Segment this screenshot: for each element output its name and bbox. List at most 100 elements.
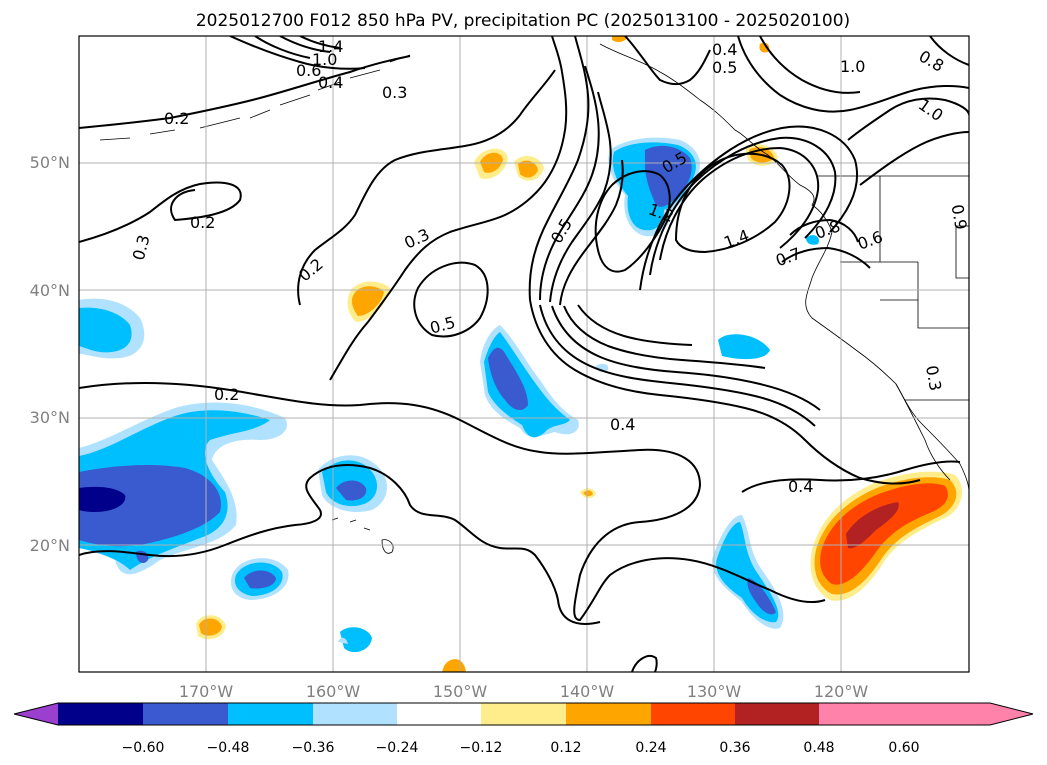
contour-label: 0.3 bbox=[922, 364, 945, 392]
contour-0.2-mid bbox=[297, 69, 556, 306]
coastline-baja bbox=[895, 383, 951, 481]
contour-0.8 bbox=[789, 218, 859, 243]
contour-0.4-big bbox=[528, 36, 711, 301]
shaded-positive-regions bbox=[196, 36, 963, 672]
colorbar-segment bbox=[313, 703, 397, 725]
shade-pos-6-mid bbox=[583, 490, 593, 497]
contour-0.4-south bbox=[741, 460, 961, 493]
lat-label-50: 50°N bbox=[30, 153, 70, 172]
colorbar-tick: 0.60 bbox=[888, 740, 919, 756]
colorbar-segment bbox=[143, 703, 228, 725]
colorbar-segment bbox=[651, 703, 735, 725]
shade-small-2-light bbox=[338, 637, 348, 644]
contour-jet-lower-5 bbox=[577, 304, 693, 346]
colorbar bbox=[13, 702, 1034, 726]
contour-east-2 bbox=[649, 136, 837, 276]
contour-alaska-nw bbox=[229, 36, 366, 70]
shade-pos-9 bbox=[612, 36, 628, 43]
colorbar-segment bbox=[397, 703, 481, 725]
contour-0.5-west bbox=[413, 261, 489, 338]
shade-pos-8 bbox=[759, 42, 770, 53]
shade-left-mid bbox=[79, 307, 132, 353]
contour-jet-lower-4 bbox=[563, 305, 766, 369]
lon-label-130: 130°W bbox=[687, 682, 742, 701]
colorbar-segment bbox=[58, 703, 143, 725]
contour-inner-2 bbox=[549, 91, 612, 303]
shade-east-dot bbox=[806, 235, 819, 245]
shade-pos-2-mid bbox=[518, 160, 538, 178]
colorbar-extend-left bbox=[14, 703, 58, 725]
contour-label: 0.2 bbox=[164, 109, 189, 128]
contour-0.7 bbox=[781, 246, 871, 269]
contour-label: 1.4 bbox=[318, 37, 343, 56]
lat-label-40: 40°N bbox=[30, 281, 70, 300]
colorbar-tick: −0.48 bbox=[207, 740, 250, 756]
contour-label: 1.0 bbox=[312, 50, 337, 69]
shade-small-2 bbox=[340, 627, 372, 653]
contour-east-3 bbox=[639, 125, 859, 291]
colorbar-segment bbox=[228, 703, 313, 725]
contour-east-4 bbox=[737, 36, 969, 113]
colorbar-tick: 0.24 bbox=[635, 740, 666, 756]
lon-label-170: 170°W bbox=[179, 682, 234, 701]
contour-label: 1.0 bbox=[840, 57, 865, 76]
shade-pos-4-mid bbox=[199, 618, 222, 636]
contour-1.4 bbox=[674, 152, 791, 254]
contour-jet-lower bbox=[529, 299, 921, 485]
colorbar-segment bbox=[819, 703, 904, 725]
shade-west-strong bbox=[79, 465, 221, 547]
contour-label: 0.4 bbox=[610, 415, 635, 434]
contour-0.2-south bbox=[79, 464, 601, 625]
map-frame bbox=[78, 35, 970, 673]
contour-label: 0.6 bbox=[296, 61, 321, 80]
contour-label: 0.4 bbox=[788, 477, 813, 496]
contour-label: 0.4 bbox=[712, 40, 737, 59]
shade-se-max bbox=[846, 502, 899, 549]
contour-label: 0.3 bbox=[382, 83, 407, 102]
contour-label: 0.2 bbox=[190, 213, 215, 232]
colorbar-tick: 0.36 bbox=[719, 740, 750, 756]
contour-east-5 bbox=[759, 36, 861, 94]
colorbar-extend-right bbox=[904, 703, 1033, 725]
colorbar-segment bbox=[481, 703, 566, 725]
shade-central-strong bbox=[488, 347, 528, 411]
contour-label: 0.4 bbox=[318, 73, 343, 92]
lon-label-140: 140°W bbox=[560, 682, 615, 701]
colorbar-segment bbox=[735, 703, 819, 725]
contour-inner-3 bbox=[559, 159, 624, 306]
longitude-labels: 170°W 160°W 150°W 140°W 130°W 120°W bbox=[179, 682, 869, 701]
coastline-west-us bbox=[805, 231, 969, 493]
lon-label-120: 120°W bbox=[814, 682, 869, 701]
coastlines bbox=[99, 43, 969, 554]
pv-contours bbox=[79, 36, 969, 672]
colorbar-tick: −0.12 bbox=[460, 740, 503, 756]
shade-small-1-strong bbox=[244, 570, 276, 589]
colorbar-tick-labels: −0.60 −0.48 −0.36 −0.24 −0.12 0.12 0.24 … bbox=[122, 740, 920, 756]
colorbar-tick: −0.60 bbox=[122, 740, 165, 756]
contour-east-1 bbox=[659, 146, 820, 261]
shade-hawaii-strong bbox=[336, 480, 367, 501]
shaded-negative-regions bbox=[79, 137, 819, 653]
contour-0.2-long bbox=[79, 381, 826, 622]
coastline-aleutians bbox=[99, 54, 411, 141]
colorbar-segment bbox=[566, 703, 651, 725]
colorbar-tick: −0.36 bbox=[292, 740, 335, 756]
shade-se-strong bbox=[820, 483, 948, 585]
lat-label-30: 30°N bbox=[30, 408, 70, 427]
shade-south-strong bbox=[747, 578, 776, 615]
lon-label-160: 160°W bbox=[306, 682, 361, 701]
colorbar-outline bbox=[13, 702, 1034, 726]
colorbar-tick: 0.48 bbox=[803, 740, 834, 756]
contour-small-1 bbox=[631, 654, 658, 672]
shade-north-strong bbox=[645, 145, 692, 207]
contour-low-west bbox=[79, 181, 242, 243]
lat-label-20: 20°N bbox=[30, 536, 70, 555]
lon-label-150: 150°W bbox=[433, 682, 488, 701]
contour-label: 0.9 bbox=[948, 203, 971, 231]
shade-west-max bbox=[79, 486, 126, 512]
colorbar-tick: 0.12 bbox=[550, 740, 581, 756]
contour-jet-lower-3 bbox=[551, 305, 821, 411]
contour-ne-1 bbox=[847, 97, 969, 141]
figure-title: 2025012700 F012 850 hPa PV, precipitatio… bbox=[196, 11, 850, 31]
